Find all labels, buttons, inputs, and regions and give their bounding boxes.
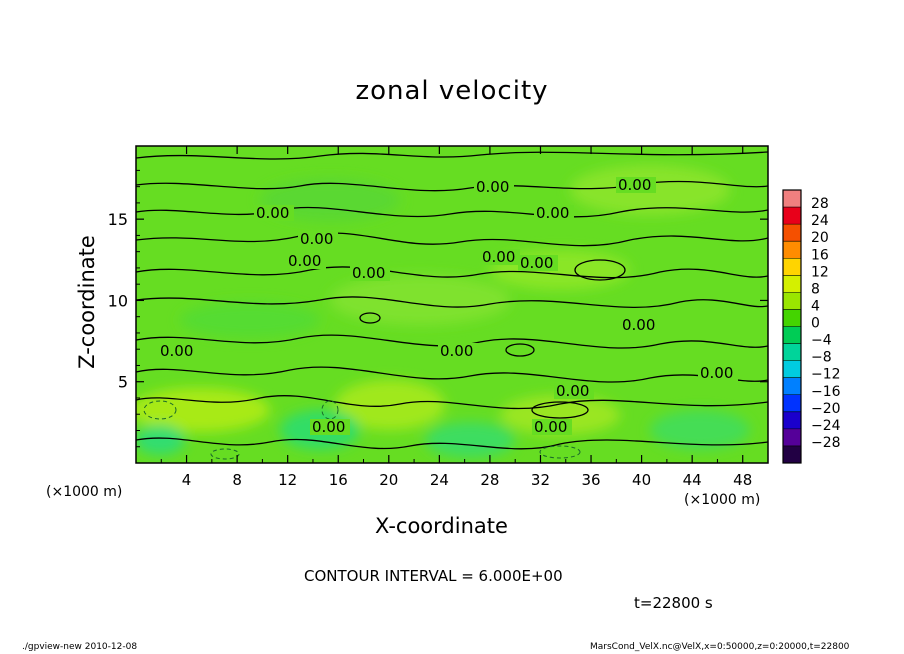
contour-interval-note: CONTOUR INTERVAL = 6.000E+00 xyxy=(304,567,563,585)
colorbar-label: 28 xyxy=(811,196,829,212)
contour-label-background xyxy=(350,265,390,281)
x-axis: 4 8 12 16 20 24 28 32 36 40 44 48 xyxy=(160,146,752,489)
contour-label: 0.00 xyxy=(256,204,289,222)
contour-label-background xyxy=(158,343,198,359)
plot-frame xyxy=(135,145,769,464)
colorbar-swatch xyxy=(783,275,801,293)
contour-label-background xyxy=(474,179,514,195)
y-tick-label: 5 xyxy=(118,373,128,392)
x-tick-label: 32 xyxy=(531,471,550,489)
colorbar-label: −24 xyxy=(811,418,841,434)
x-tick-label: 48 xyxy=(733,471,752,489)
colorbar-label: 0 xyxy=(811,316,820,332)
colorbar-label: −12 xyxy=(811,367,841,383)
colorbar-label: −28 xyxy=(811,435,841,451)
contour-label-background xyxy=(254,205,294,221)
colorbar-swatch xyxy=(783,411,801,430)
colorbar-swatch xyxy=(783,428,801,447)
colorbar-swatch xyxy=(783,377,801,396)
colorbar-swatch xyxy=(783,241,801,259)
colorbar-swatch xyxy=(783,190,801,208)
y-axis-label: Z-coordinate xyxy=(75,235,99,369)
x-tick-label: 12 xyxy=(278,471,297,489)
x-tick-label: 8 xyxy=(232,471,242,489)
negative-contours xyxy=(143,400,581,460)
colorbar-label: −20 xyxy=(811,401,841,417)
y-axis: 5 10 15 xyxy=(108,169,768,448)
colorbar-swatch xyxy=(783,258,801,276)
contour-label-background xyxy=(620,317,660,333)
x-tick-label: 28 xyxy=(480,471,499,489)
contour-label: 0.00 xyxy=(476,178,509,196)
colorbar-swatch xyxy=(783,326,801,345)
time-label: t=22800 s xyxy=(634,594,713,612)
contour-label-background xyxy=(532,419,572,435)
contour-label-background xyxy=(518,255,558,271)
contour-label-background xyxy=(616,177,656,193)
chart-title: zonal velocity xyxy=(355,76,549,106)
colorbar-swatch xyxy=(783,343,801,362)
contour-labels: 0.00 0.00 0.00 0.00 0.00 0.00 0.00 0.00 0.00 0.00… xyxy=(158,176,738,436)
x-tick-label: 24 xyxy=(430,471,449,489)
contour-label: 0.00 xyxy=(700,364,733,382)
colorbar-label: −16 xyxy=(811,384,841,400)
footer-data-source: MarsCond_VelX.nc@VelX,x=0:50000,z=0:2000… xyxy=(590,642,850,652)
contour-label: 0.00 xyxy=(312,418,345,436)
x-tick-label: 36 xyxy=(581,471,600,489)
colorbar-label: 16 xyxy=(811,247,829,263)
contour-label: 0.00 xyxy=(160,342,193,360)
x-tick-label: 4 xyxy=(182,471,192,489)
contour-label: 0.00 xyxy=(520,254,553,272)
colorbar-swatch xyxy=(783,309,801,327)
contour-label-background xyxy=(310,419,350,435)
colorbar-label: −4 xyxy=(811,333,832,349)
x-unit-label-right: (×1000 m) xyxy=(684,492,761,508)
colorbar-label: −8 xyxy=(811,350,832,366)
colorbar-label: 8 xyxy=(811,281,820,297)
y-tick-label: 10 xyxy=(108,291,128,310)
contour-label-background xyxy=(698,365,738,381)
contour-label-background xyxy=(554,383,594,399)
contour-label-background xyxy=(480,249,520,265)
colorbar-label: 24 xyxy=(811,213,829,229)
contour-label: 0.00 xyxy=(352,264,385,282)
footer-program-date: ./gpview-new 2010-12-08 xyxy=(22,642,138,652)
contour-label: 0.00 xyxy=(288,252,321,270)
contour-label: 0.00 xyxy=(556,382,589,400)
contour-label-background xyxy=(286,253,326,269)
colorbar-swatch xyxy=(783,445,801,464)
colorbar-swatch xyxy=(783,207,801,225)
y-tick-label: 15 xyxy=(108,210,128,229)
colorbar-label: 4 xyxy=(811,298,820,314)
x-tick-label: 44 xyxy=(683,471,702,489)
colorbar-swatch xyxy=(783,292,801,310)
colorbar-swatch xyxy=(783,360,801,379)
contour-label-background xyxy=(298,231,338,247)
contour-label: 0.00 xyxy=(622,316,655,334)
x-axis-label: X-coordinate xyxy=(375,514,508,538)
contour-label-background xyxy=(438,343,478,359)
x-tick-label: 20 xyxy=(379,471,398,489)
x-unit-label-left: (×1000 m) xyxy=(46,484,123,500)
colorbar-swatch xyxy=(783,224,801,242)
contour-label-background xyxy=(534,205,574,221)
contour-label: 0.00 xyxy=(482,248,515,266)
heatmap-area: 0.00 0.00 0.00 0.00 0.00 0.00 0.00 0.00 0.00 0.00… xyxy=(136,146,768,463)
x-tick-label: 40 xyxy=(632,471,651,489)
heatmap-patches xyxy=(136,165,750,458)
contour-label: 0.00 xyxy=(440,342,473,360)
colorbar-label: 20 xyxy=(811,230,829,246)
colorbar-swatch xyxy=(783,394,801,413)
contour-label: 0.00 xyxy=(618,176,651,194)
contour-label: 0.00 xyxy=(534,418,567,436)
contour-label: 0.00 xyxy=(300,230,333,248)
colorbar-label: 12 xyxy=(811,264,829,280)
contour-label: 0.00 xyxy=(536,204,569,222)
x-tick-label: 16 xyxy=(329,471,348,489)
